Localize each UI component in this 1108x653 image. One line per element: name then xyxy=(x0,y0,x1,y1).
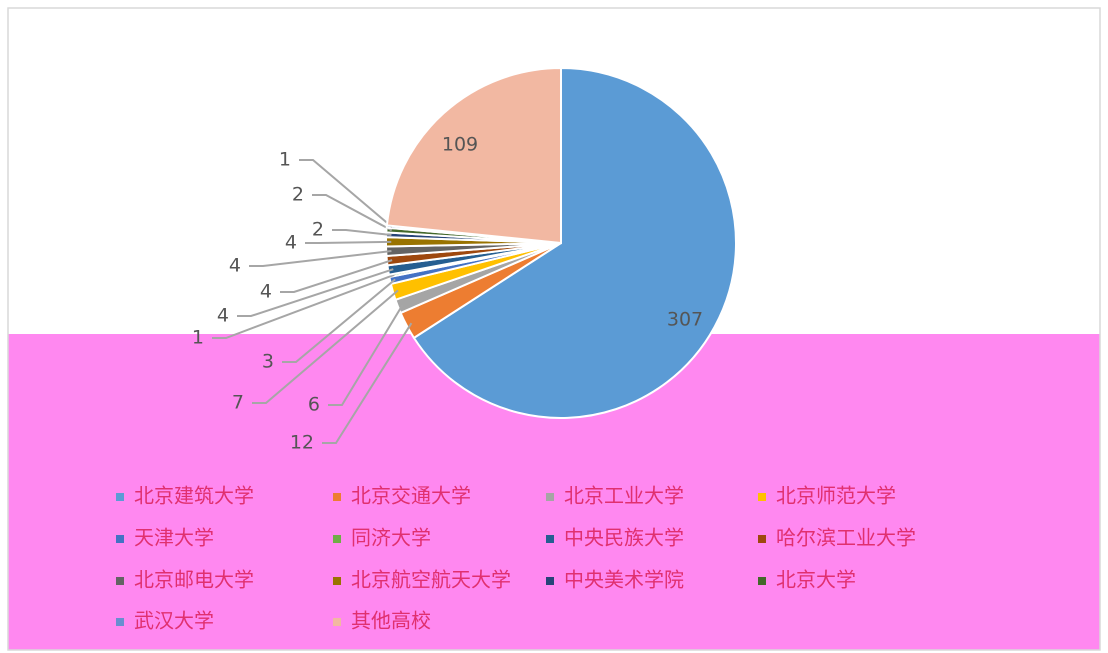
data-label: 12 xyxy=(290,432,314,454)
leader-line xyxy=(280,259,393,293)
legend-label: 北京航空航天大学 xyxy=(351,568,511,592)
chart-frame xyxy=(7,7,1101,651)
legend-label: 武汉大学 xyxy=(134,609,214,633)
leader-line xyxy=(328,303,404,406)
leader-line xyxy=(282,278,396,363)
legend-label: 中央民族大学 xyxy=(564,526,684,550)
legend-marker xyxy=(333,618,341,626)
data-label: 307 xyxy=(667,309,703,331)
leader-line xyxy=(312,194,393,232)
leader-line xyxy=(332,229,392,236)
legend-label: 北京大学 xyxy=(776,568,856,592)
leader-line xyxy=(322,322,413,444)
leader-line xyxy=(249,250,392,267)
legend-label: 哈尔滨工业大学 xyxy=(776,526,916,550)
leader-line xyxy=(252,289,399,404)
legend-label: 其他高校 xyxy=(351,609,431,633)
legend-label: 同济大学 xyxy=(351,526,431,550)
legend-label: 北京师范大学 xyxy=(776,484,896,508)
leader-line xyxy=(212,273,395,339)
pie-slice xyxy=(385,66,562,245)
legend-label: 北京建筑大学 xyxy=(134,484,254,508)
data-label: 6 xyxy=(308,394,320,416)
legend-marker xyxy=(333,493,341,501)
legend-marker xyxy=(333,535,341,543)
legend-marker xyxy=(546,535,554,543)
data-label: 109 xyxy=(442,134,478,156)
pie-slice xyxy=(412,66,737,419)
legend-marker xyxy=(758,577,766,585)
data-label: 4 xyxy=(217,305,229,327)
leader-line xyxy=(299,159,393,228)
legend-marker xyxy=(546,493,554,501)
legend-label: 北京工业大学 xyxy=(564,484,684,508)
legend-label: 北京邮电大学 xyxy=(134,568,254,592)
data-label: 2 xyxy=(312,219,324,241)
data-label: 4 xyxy=(260,281,272,303)
legend-label: 中央美术学院 xyxy=(564,568,684,592)
legend-label: 北京交通大学 xyxy=(351,484,471,508)
data-label: 1 xyxy=(192,327,204,349)
data-label: 1 xyxy=(279,149,291,171)
data-label: 4 xyxy=(229,255,241,277)
legend-marker xyxy=(116,577,124,585)
legend-label: 天津大学 xyxy=(134,526,214,550)
legend-marker xyxy=(116,618,124,626)
data-label: 2 xyxy=(292,184,304,206)
leader-line xyxy=(305,240,392,244)
data-label: 7 xyxy=(232,392,244,414)
legend-marker xyxy=(758,493,766,501)
legend-marker xyxy=(116,535,124,543)
legend-marker xyxy=(546,577,554,585)
leader-line xyxy=(237,268,394,317)
data-label: 3 xyxy=(262,351,274,373)
legend-marker xyxy=(758,535,766,543)
legend-marker xyxy=(333,577,341,585)
legend-marker xyxy=(116,493,124,501)
data-label: 4 xyxy=(285,232,297,254)
